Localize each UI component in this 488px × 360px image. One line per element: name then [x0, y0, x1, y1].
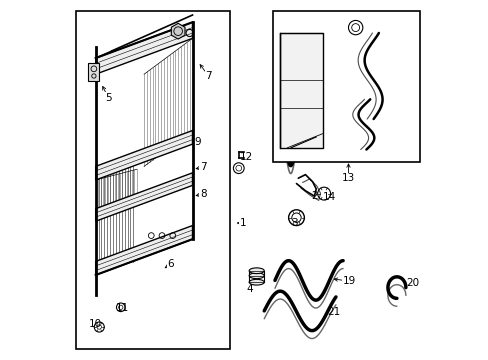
Polygon shape — [88, 63, 99, 81]
Text: 16: 16 — [380, 76, 393, 86]
Bar — [76, 12, 230, 348]
Ellipse shape — [249, 279, 264, 285]
Polygon shape — [96, 226, 192, 275]
Text: 20: 20 — [405, 278, 418, 288]
Ellipse shape — [249, 273, 264, 279]
Text: 17: 17 — [343, 51, 356, 61]
Text: 14: 14 — [323, 192, 336, 202]
Text: 11: 11 — [116, 303, 129, 313]
Bar — [273, 12, 419, 162]
Text: 9: 9 — [194, 138, 201, 147]
Text: 7: 7 — [205, 71, 211, 81]
Polygon shape — [96, 131, 192, 180]
Ellipse shape — [249, 268, 264, 274]
Text: 3: 3 — [291, 218, 297, 228]
Text: 4: 4 — [246, 284, 253, 294]
Text: 18: 18 — [294, 134, 307, 144]
Text: 12: 12 — [239, 152, 252, 162]
Text: 15: 15 — [372, 19, 386, 29]
Text: 7: 7 — [200, 162, 206, 172]
Polygon shape — [96, 173, 192, 221]
Text: 19: 19 — [342, 276, 355, 286]
Polygon shape — [96, 22, 192, 74]
Text: 6: 6 — [167, 259, 174, 269]
Text: 1: 1 — [239, 218, 245, 228]
Text: 5: 5 — [105, 93, 111, 103]
Polygon shape — [280, 33, 323, 148]
Text: 10: 10 — [88, 319, 102, 329]
Text: 21: 21 — [326, 307, 339, 317]
Text: 8: 8 — [200, 189, 206, 199]
Polygon shape — [171, 23, 184, 39]
Text: 13: 13 — [341, 173, 354, 183]
Text: 2: 2 — [310, 191, 317, 201]
